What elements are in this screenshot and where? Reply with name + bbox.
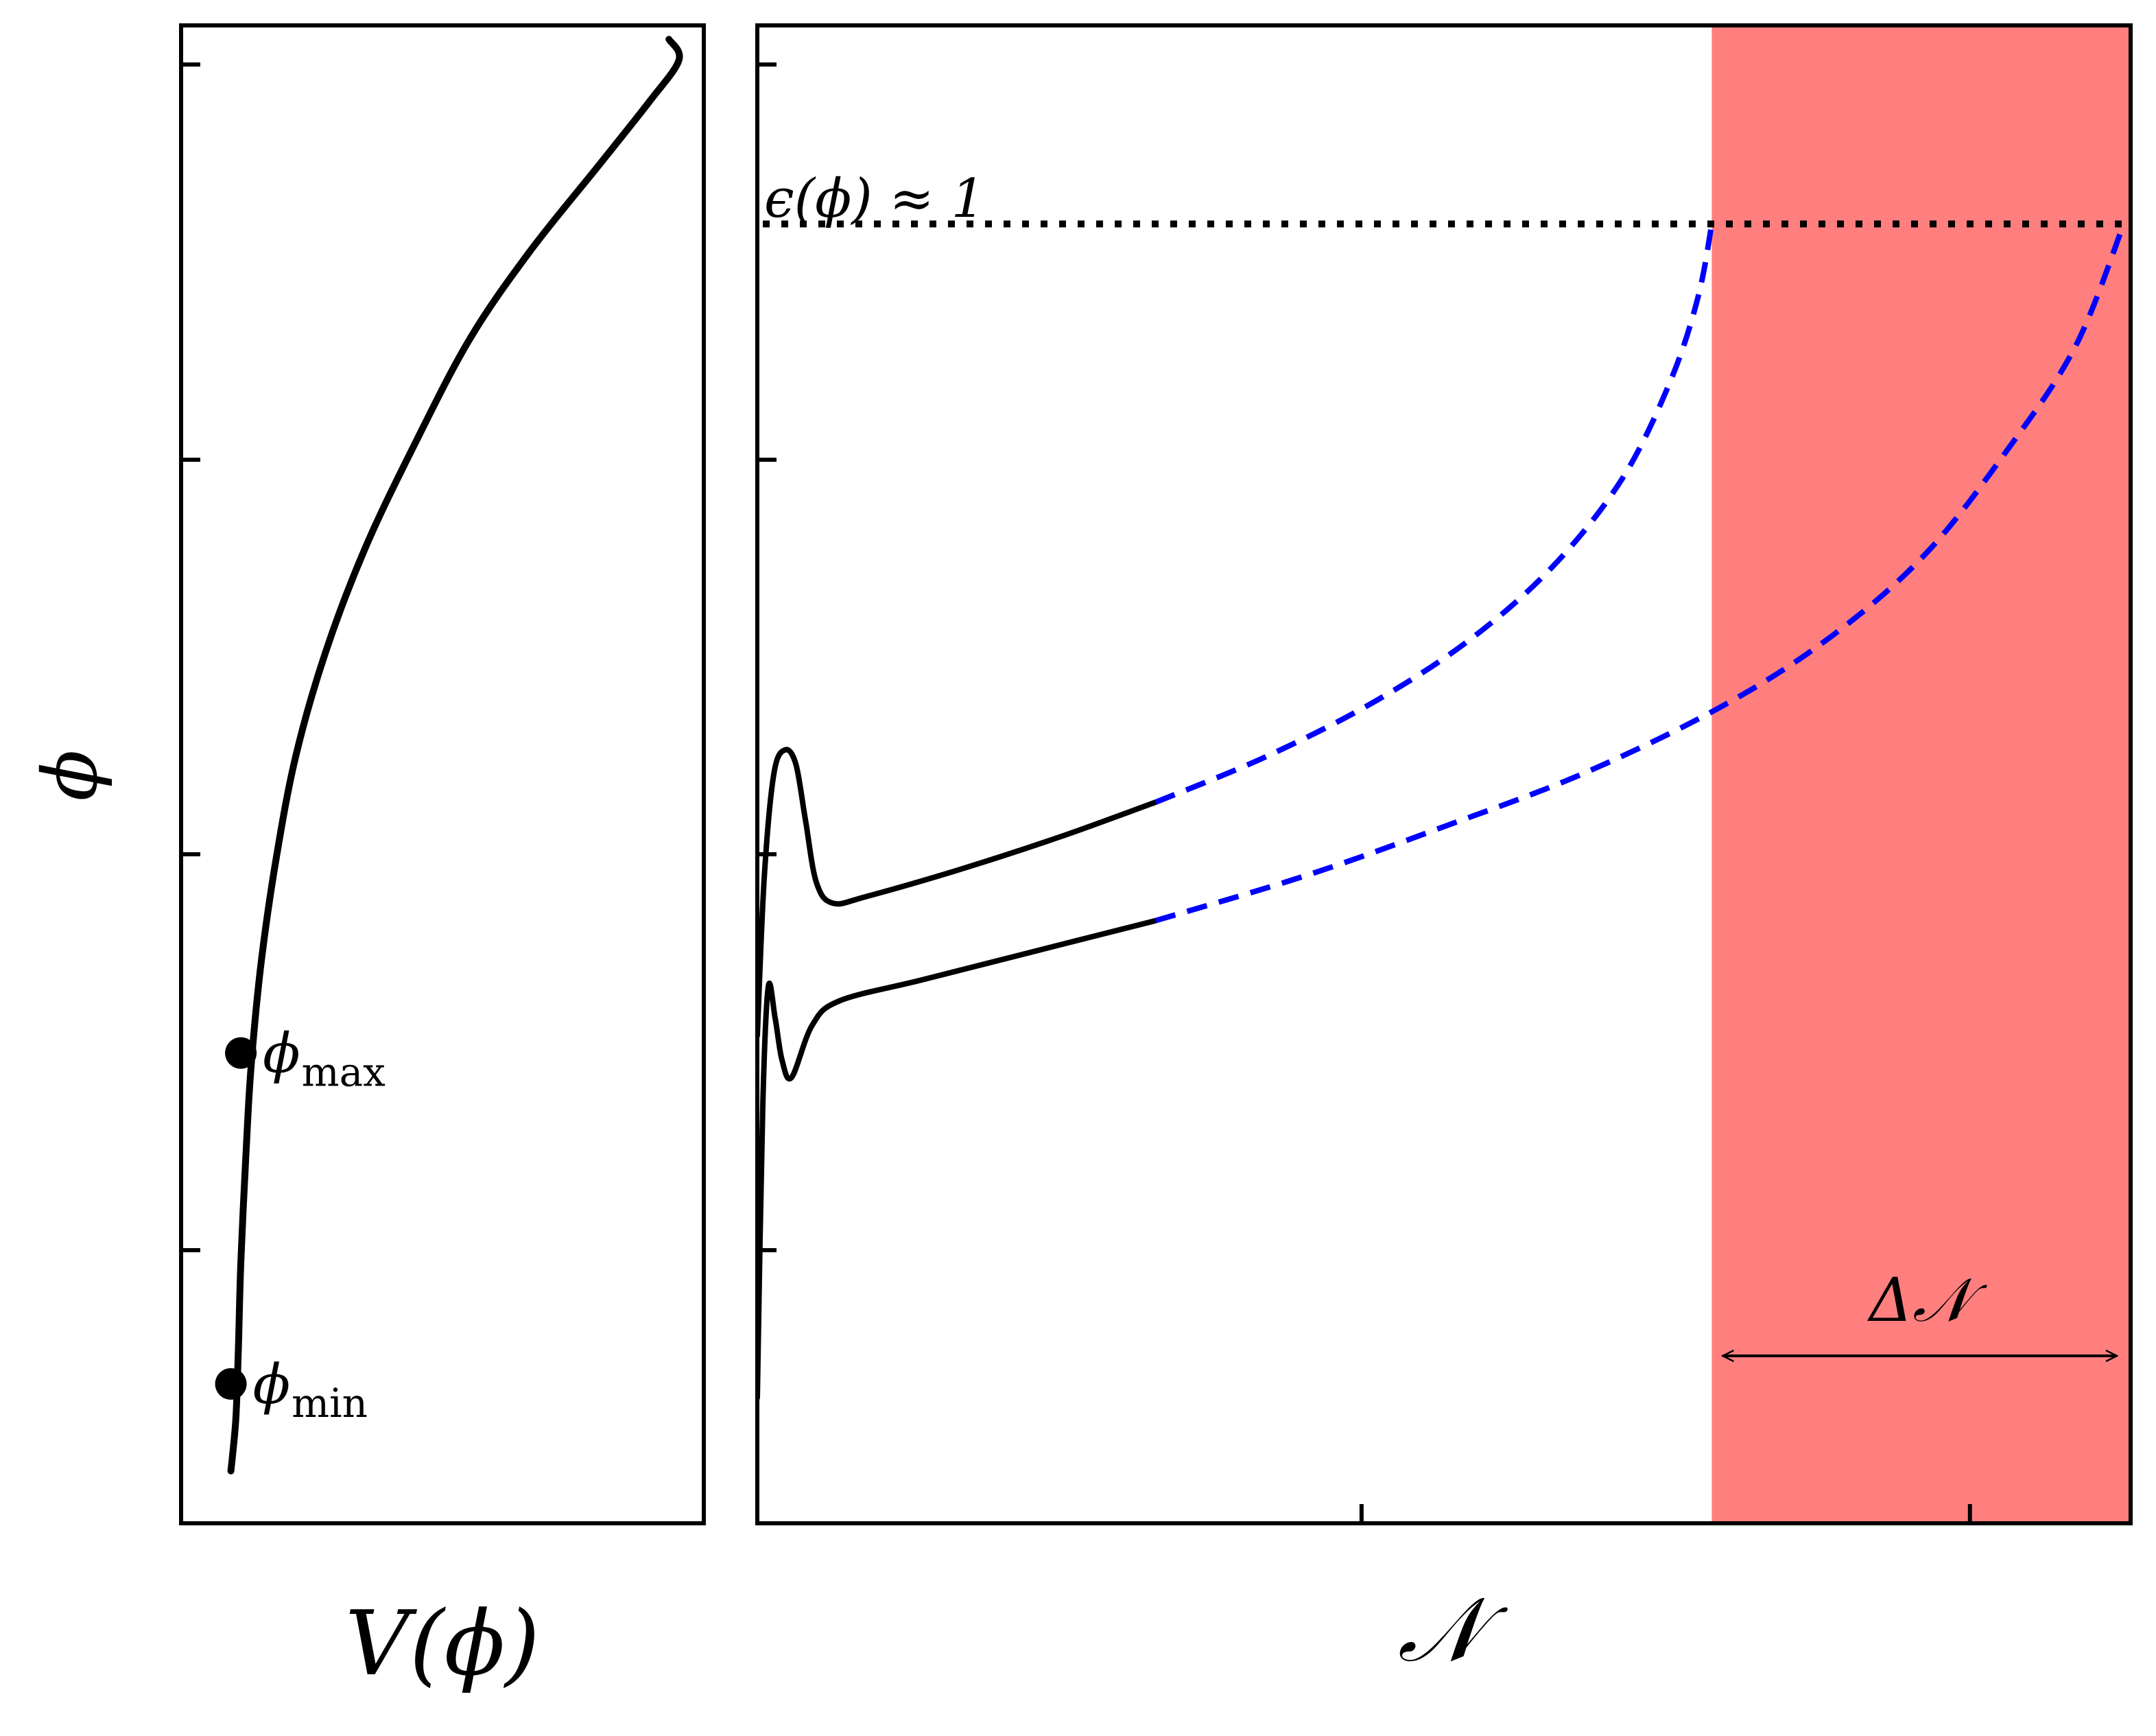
trajectory-layer [757,222,2127,1401]
potential-curve-layer [227,36,683,1475]
marker-subscript-max: max [302,1049,386,1096]
trajectory-dashed-3 [1154,222,2127,924]
potential-curve [227,36,683,1475]
right-ticks [757,62,1972,1523]
marker-dot-min [215,1368,247,1400]
marker-subscript-min: min [292,1380,368,1427]
right-axes-frame [755,23,2133,1525]
extrema-marker-layer: ϕmax ϕmin [215,1022,386,1427]
end-of-inflation-label: ϵ(ϕ) ≈ 1 [764,168,985,230]
right-panel: ϵ(ϕ) ≈ 1 Δ𝒩 𝒩 [755,23,2133,1682]
right-xlabel: 𝒩 [1398,1577,1508,1682]
marker-label-max: ϕmax [263,1022,386,1096]
trajectory-dashed-1 [1154,223,1715,805]
marker-label-min: ϕmin [253,1352,368,1427]
left-panel: ϕmax ϕmin V(ϕ) ϕ [26,23,706,1696]
left-yticks [181,62,200,1252]
marker-dot-max [225,1037,257,1069]
shaded-region [1711,25,2131,1523]
trajectory-solid-0 [757,747,1159,1039]
left-ylabel: ϕ [26,750,114,801]
trajectory-solid-2 [757,917,1159,1401]
left-axes-frame [179,23,706,1525]
delta-n-label: Δ𝒩 [1867,1265,1988,1335]
left-xlabel: V(ϕ) [345,1591,540,1696]
